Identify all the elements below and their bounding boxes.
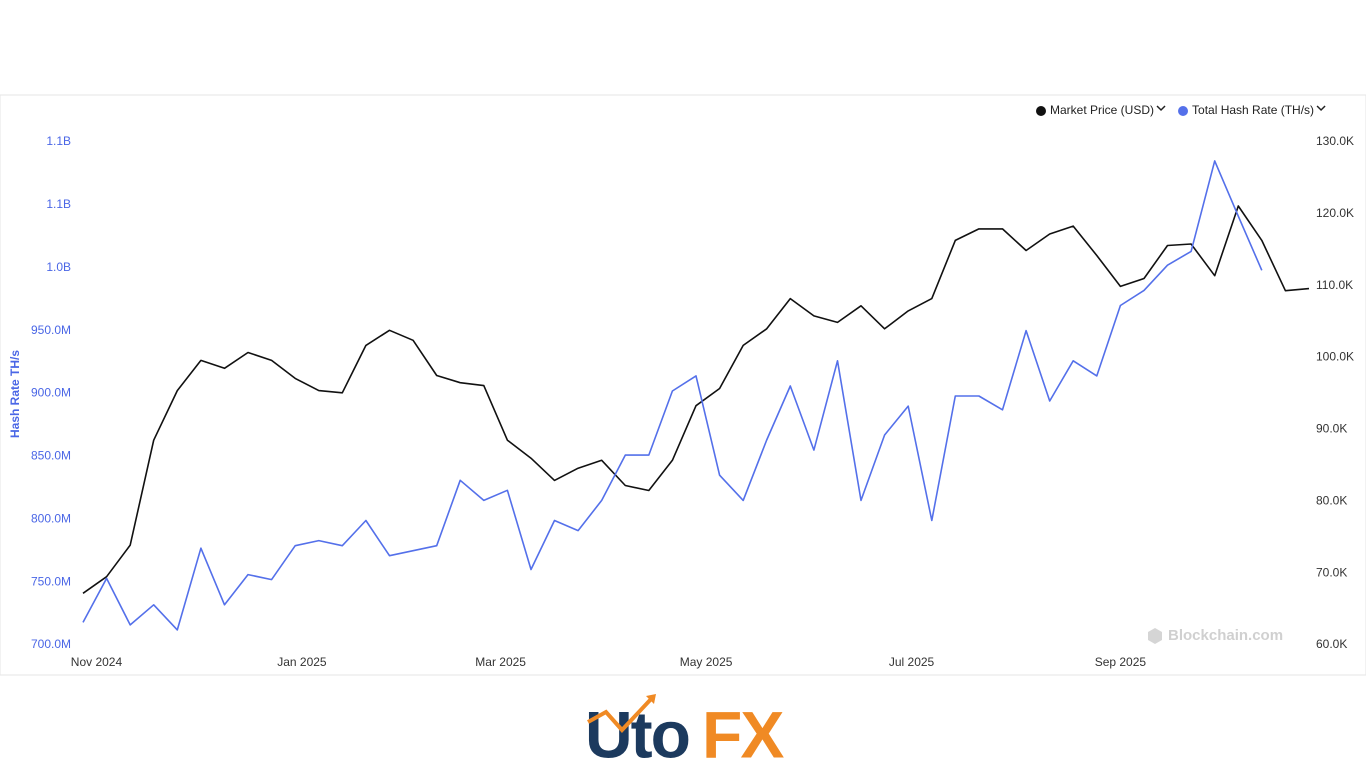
x-tick-label: Jan 2025 — [277, 655, 327, 669]
x-tick-label: Nov 2024 — [71, 655, 123, 669]
y2-tick-label: 100.0K — [1316, 350, 1354, 364]
y-tick-label: 1.1B — [46, 197, 71, 211]
x-tick-label: Sep 2025 — [1095, 655, 1147, 669]
logo-part1: Uto — [585, 697, 689, 768]
y-tick-label: 850.0M — [31, 449, 71, 463]
y2-tick-label: 120.0K — [1316, 206, 1354, 220]
legend-item: Market Price (USD) — [1036, 103, 1166, 117]
legend-chevron — [1316, 105, 1326, 112]
y-axis-label: Hash Rate TH/s — [8, 350, 22, 438]
y-tick-label: 700.0M — [31, 637, 71, 651]
watermark: Blockchain.com — [1148, 627, 1283, 644]
y-tick-label: 1.1B — [46, 134, 71, 148]
y-tick-label: 750.0M — [31, 574, 71, 588]
x-tick-label: May 2025 — [680, 655, 733, 669]
y2-tick-label: 80.0K — [1316, 493, 1347, 507]
y2-tick-label: 130.0K — [1316, 134, 1354, 148]
logo: Uto FX — [585, 694, 786, 768]
logo-part2: FX — [702, 697, 784, 768]
y-tick-label: 950.0M — [31, 323, 71, 337]
y-tick-label: 1.0B — [46, 260, 71, 274]
x-tick-label: Mar 2025 — [475, 655, 526, 669]
legend-label: Market Price (USD) — [1050, 103, 1154, 117]
x-tick-label: Jul 2025 — [889, 655, 935, 669]
y2-tick-label: 110.0K — [1316, 278, 1353, 292]
legend-item: Total Hash Rate (TH/s) — [1178, 103, 1326, 117]
series-line — [82, 205, 1310, 594]
y-tick-label: 800.0M — [31, 511, 71, 525]
watermark-icon — [1148, 628, 1162, 644]
legend-label: Total Hash Rate (TH/s) — [1192, 103, 1314, 117]
y2-tick-label: 60.0K — [1316, 637, 1347, 651]
y2-tick-label: 70.0K — [1316, 565, 1347, 579]
series-line — [82, 160, 1263, 631]
watermark-text: Blockchain.com — [1168, 627, 1283, 644]
y-tick-label: 900.0M — [31, 386, 71, 400]
y2-tick-label: 90.0K — [1316, 422, 1347, 436]
legend-swatch — [1036, 106, 1046, 116]
logo-arrow — [587, 696, 654, 733]
legend-swatch — [1178, 106, 1189, 116]
legend-chevron — [1156, 105, 1166, 112]
logo-arrow-head — [646, 694, 656, 704]
